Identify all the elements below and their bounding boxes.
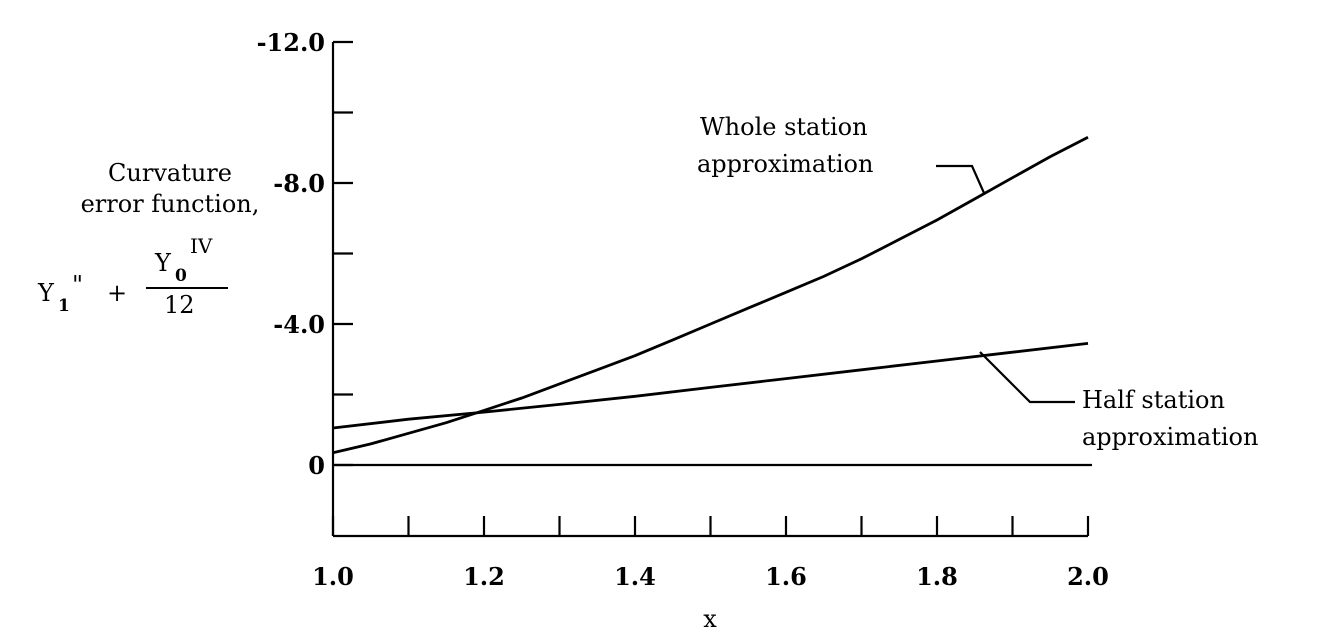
y-label-line1: Curvature <box>108 159 232 187</box>
tick-label-group: 1.0 1.2 1.4 1.6 1.8 2.0 0 -4.0 -8.0 -12.0 <box>257 28 1109 591</box>
tick-group <box>331 40 1090 536</box>
series-group <box>332 135 1089 455</box>
x-tick-label: 1.8 <box>916 562 958 591</box>
y-label-denominator: 12 <box>164 291 195 319</box>
y-label-numerator-sub: 0 <box>175 266 187 286</box>
x-tick-label: 1.6 <box>765 562 807 591</box>
y-label-plus: + <box>107 279 127 307</box>
half-station-label-line1: Half station <box>1082 386 1225 414</box>
x-tick-label: 2.0 <box>1067 562 1109 591</box>
y-label-lhs-sub: 1 <box>58 296 70 316</box>
x-axis-label: x <box>703 605 717 633</box>
whole-station-label-line2: approximation <box>697 150 873 178</box>
y-label-numerator: Y <box>154 249 172 277</box>
series-line-whole-station <box>332 135 1089 455</box>
series-line-half-station <box>332 342 1089 430</box>
half-station-leader <box>979 351 1075 404</box>
y-label-numerator-sup: IV <box>190 234 213 258</box>
x-tick-label: 1.0 <box>312 562 354 591</box>
whole-station-label-line1: Whole station <box>700 113 868 141</box>
y-tick-label: 0 <box>308 451 325 480</box>
y-axis-label: Curvature error function, Y 1 " + Y 0 IV… <box>37 159 259 319</box>
y-tick-label: -4.0 <box>273 310 325 339</box>
y-label-lhs-primes: " <box>72 271 83 299</box>
y-label-line2: error function, <box>81 190 260 218</box>
whole-station-leader <box>936 164 986 194</box>
y-label-lhs: Y <box>37 279 55 307</box>
half-station-label-line2: approximation <box>1082 423 1258 451</box>
y-tick-label: -8.0 <box>273 169 325 198</box>
y-tick-label: -12.0 <box>257 28 325 57</box>
x-tick-label: 1.2 <box>463 562 505 591</box>
x-tick-label: 1.4 <box>614 562 656 591</box>
